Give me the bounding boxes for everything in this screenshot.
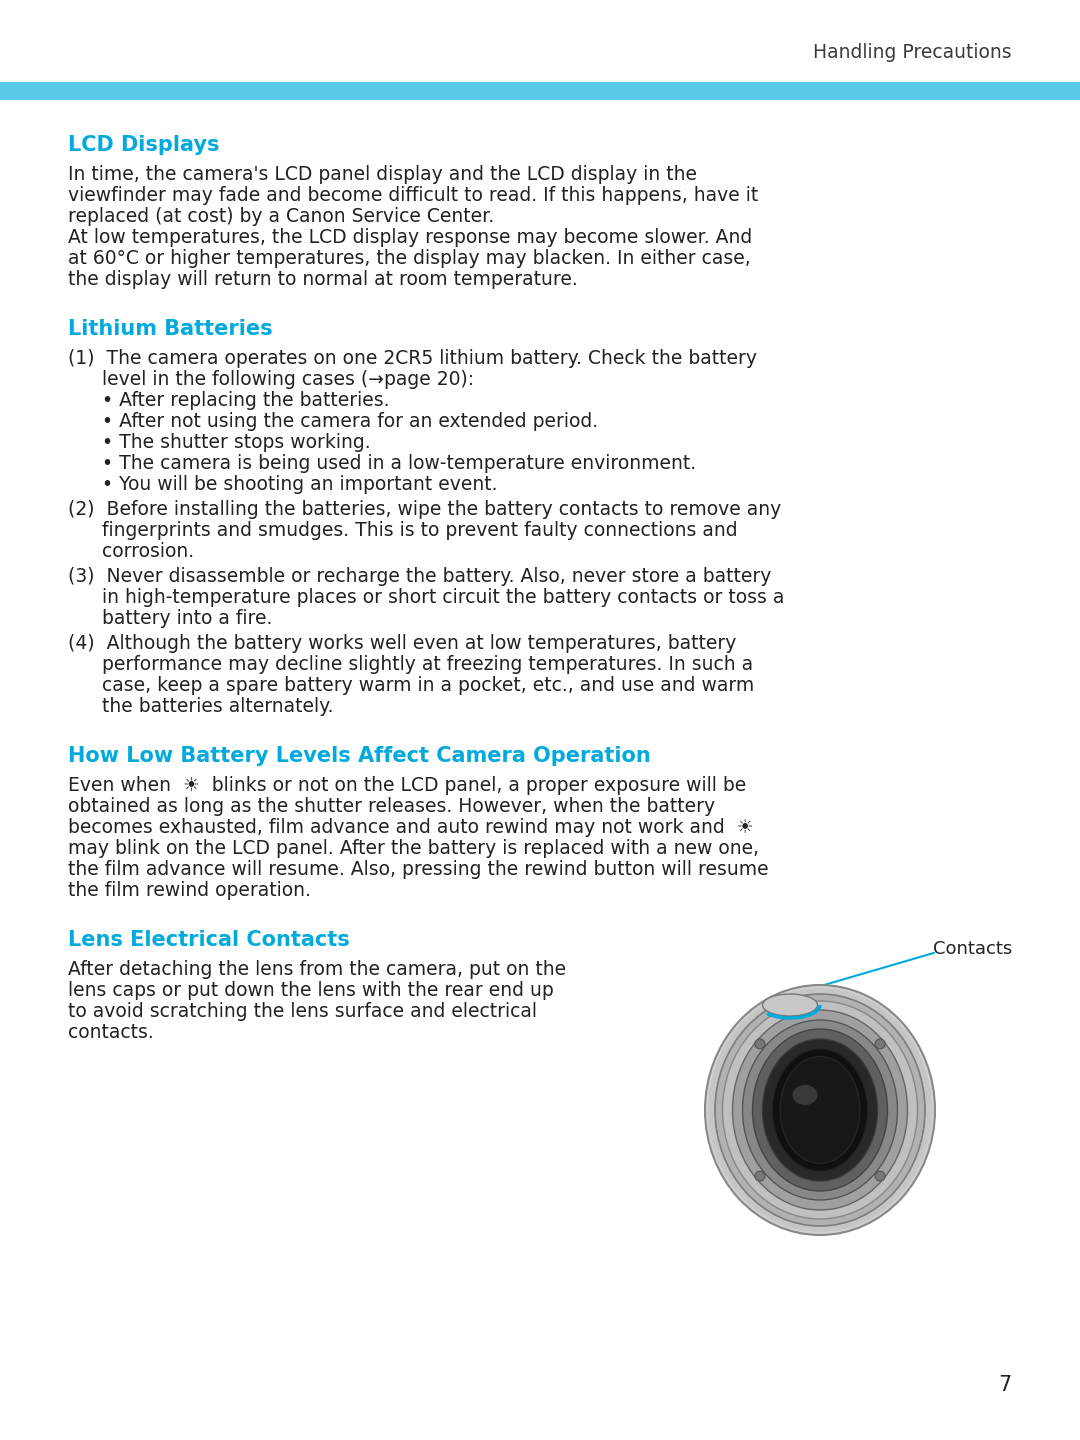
Text: at 60°C or higher temperatures, the display may blacken. In either case,: at 60°C or higher temperatures, the disp… (68, 249, 751, 268)
Text: After detaching the lens from the camera, put on the: After detaching the lens from the camera… (68, 960, 566, 979)
Text: • The shutter stops working.: • The shutter stops working. (102, 433, 370, 452)
Text: lens caps or put down the lens with the rear end up: lens caps or put down the lens with the … (68, 981, 554, 999)
Text: Lens Electrical Contacts: Lens Electrical Contacts (68, 930, 350, 950)
Text: corrosion.: corrosion. (102, 541, 194, 562)
Ellipse shape (723, 1001, 918, 1220)
Text: to avoid scratching the lens surface and electrical: to avoid scratching the lens surface and… (68, 1002, 537, 1021)
Text: the film rewind operation.: the film rewind operation. (68, 881, 311, 900)
Text: In time, the camera's LCD panel display and the LCD display in the: In time, the camera's LCD panel display … (68, 166, 697, 184)
Text: Contacts: Contacts (933, 940, 1012, 958)
Text: the film advance will resume. Also, pressing the rewind button will resume: the film advance will resume. Also, pres… (68, 860, 769, 878)
Text: contacts.: contacts. (68, 1022, 153, 1043)
Circle shape (875, 1038, 886, 1048)
Text: in high-temperature places or short circuit the battery contacts or toss a: in high-temperature places or short circ… (102, 588, 784, 608)
Text: the display will return to normal at room temperature.: the display will return to normal at roo… (68, 271, 578, 289)
Ellipse shape (705, 985, 935, 1236)
Text: At low temperatures, the LCD display response may become slower. And: At low temperatures, the LCD display res… (68, 228, 753, 248)
Text: 7: 7 (999, 1375, 1012, 1395)
Circle shape (755, 1038, 765, 1048)
Text: LCD Displays: LCD Displays (68, 135, 219, 156)
Text: • After replacing the batteries.: • After replacing the batteries. (102, 392, 390, 410)
Bar (0, 82, 1080, 99)
Text: • After not using the camera for an extended period.: • After not using the camera for an exte… (102, 412, 598, 431)
Text: fingerprints and smudges. This is to prevent faulty connections and: fingerprints and smudges. This is to pre… (102, 521, 738, 540)
Ellipse shape (780, 1057, 860, 1164)
Ellipse shape (793, 1084, 818, 1104)
Text: • You will be shooting an important event.: • You will be shooting an important even… (102, 475, 498, 494)
Text: (4)  Although the battery works well even at low temperatures, battery: (4) Although the battery works well even… (68, 634, 737, 652)
Text: viewfinder may fade and become difficult to read. If this happens, have it: viewfinder may fade and become difficult… (68, 186, 758, 204)
Text: replaced (at cost) by a Canon Service Center.: replaced (at cost) by a Canon Service Ce… (68, 207, 495, 226)
Circle shape (755, 1171, 765, 1181)
Text: How Low Battery Levels Affect Camera Operation: How Low Battery Levels Affect Camera Ope… (68, 746, 651, 766)
Text: Lithium Batteries: Lithium Batteries (68, 320, 272, 338)
Text: the batteries alternately.: the batteries alternately. (102, 697, 334, 716)
Text: Handling Precautions: Handling Precautions (813, 43, 1012, 62)
Text: case, keep a spare battery warm in a pocket, etc., and use and warm: case, keep a spare battery warm in a poc… (102, 675, 754, 696)
Text: performance may decline slightly at freezing temperatures. In such a: performance may decline slightly at free… (102, 655, 753, 674)
Text: may blink on the LCD panel. After the battery is replaced with a new one,: may blink on the LCD panel. After the ba… (68, 840, 759, 858)
Ellipse shape (772, 1048, 867, 1171)
Ellipse shape (732, 1009, 907, 1210)
Text: battery into a fire.: battery into a fire. (102, 609, 272, 628)
Text: (3)  Never disassemble or recharge the battery. Also, never store a battery: (3) Never disassemble or recharge the ba… (68, 567, 771, 586)
Ellipse shape (762, 1040, 877, 1181)
Text: becomes exhausted, film advance and auto rewind may not work and  ☀: becomes exhausted, film advance and auto… (68, 818, 754, 837)
Circle shape (875, 1171, 886, 1181)
Ellipse shape (762, 994, 818, 1017)
Text: obtained as long as the shutter releases. However, when the battery: obtained as long as the shutter releases… (68, 796, 715, 816)
Text: Even when  ☀  blinks or not on the LCD panel, a proper exposure will be: Even when ☀ blinks or not on the LCD pan… (68, 776, 746, 795)
Text: • The camera is being used in a low-temperature environment.: • The camera is being used in a low-temp… (102, 454, 697, 472)
Ellipse shape (743, 1020, 897, 1200)
Text: level in the following cases (→page 20):: level in the following cases (→page 20): (102, 370, 474, 389)
Ellipse shape (753, 1030, 888, 1191)
Ellipse shape (715, 994, 924, 1225)
Text: (2)  Before installing the batteries, wipe the battery contacts to remove any: (2) Before installing the batteries, wip… (68, 500, 781, 518)
Text: (1)  The camera operates on one 2CR5 lithium battery. Check the battery: (1) The camera operates on one 2CR5 lith… (68, 348, 757, 369)
